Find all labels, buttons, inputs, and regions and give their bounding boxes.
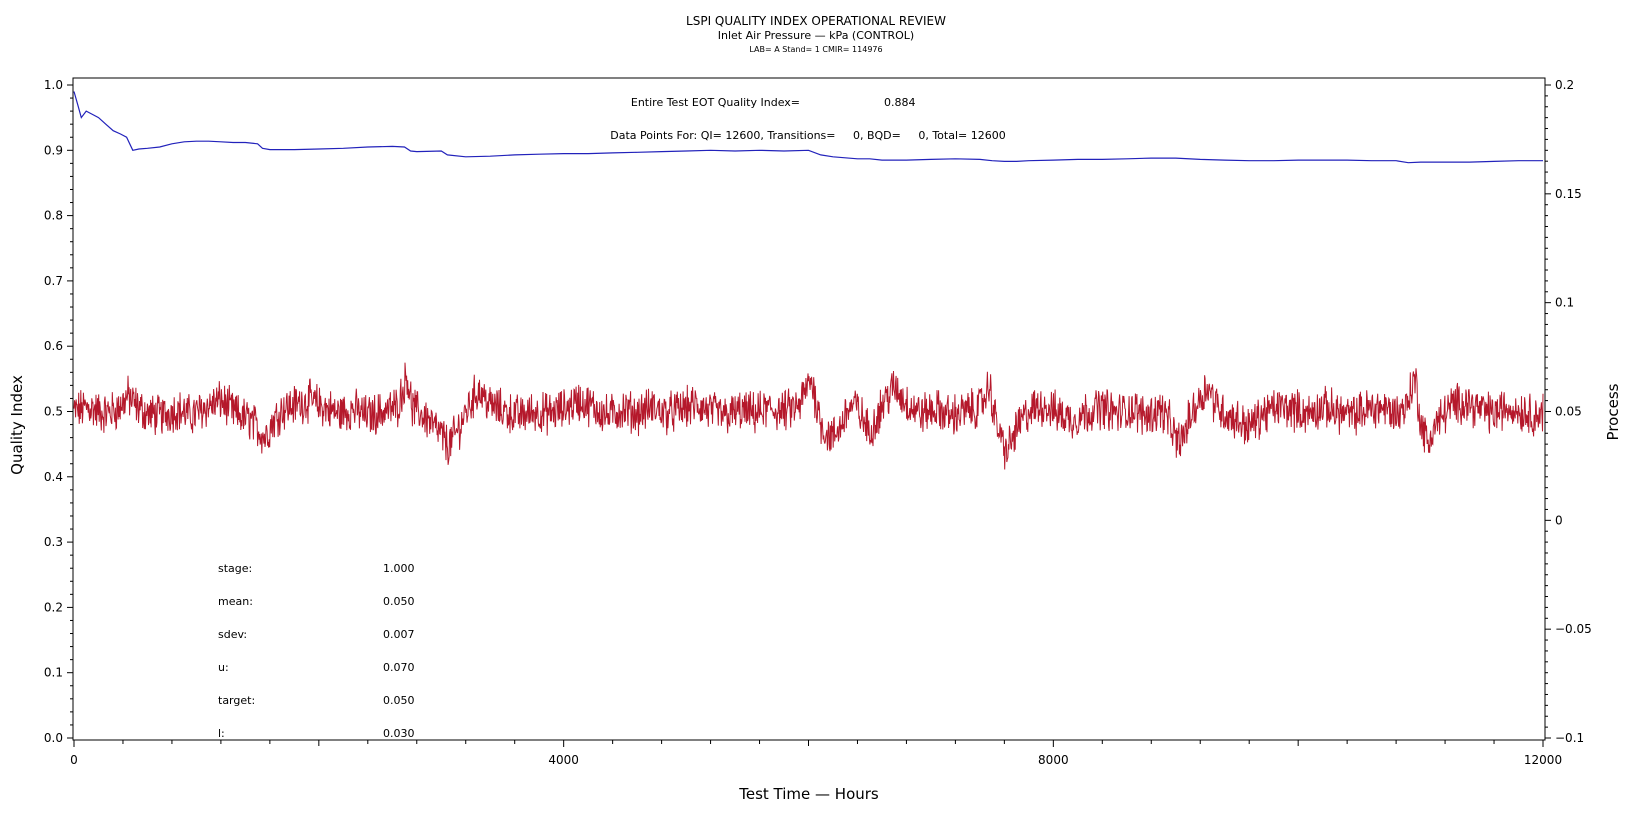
stat-value: 0.050	[383, 595, 415, 608]
x-tick-label: 12000	[1524, 753, 1562, 767]
y2-tick-label: 0.2	[1555, 78, 1574, 92]
stat-label: stage:	[218, 562, 252, 575]
qi-label: Entire Test EOT Quality Index=	[631, 96, 800, 109]
y-tick-label: 1.0	[44, 78, 63, 92]
x-tick-label: 4000	[548, 753, 579, 767]
left-axis: 0.0 0.1 0.2 0.3 0.4 0.5 0.6 0.7 0.8 0.9 1.0	[44, 78, 73, 745]
series-quality-index-line	[73, 91, 1543, 164]
stat-value: 0.007	[383, 628, 415, 641]
qi-value: 0.884	[884, 96, 916, 109]
y-tick-label: 0.6	[44, 339, 63, 353]
stat-value: 0.030	[383, 727, 415, 740]
y2-tick-label: 0.05	[1555, 405, 1582, 419]
y2-tick-label: −0.1	[1555, 731, 1584, 745]
y2-tick-label: 0.15	[1555, 187, 1582, 201]
y-tick-label: 0.0	[44, 731, 63, 745]
chart-info-line: LAB= A Stand= 1 CMIR= 114976	[749, 45, 882, 54]
x-axis-label: Test Time — Hours	[738, 785, 879, 803]
chart-title: LSPI QUALITY INDEX OPERATIONAL REVIEW	[686, 14, 946, 28]
y-tick-label: 0.7	[44, 274, 63, 288]
x-tick-label: 8000	[1038, 753, 1069, 767]
stat-value: 0.050	[383, 694, 415, 707]
stat-label: l:	[218, 727, 225, 740]
qi-annotation: Entire Test EOT Quality Index= 0.884	[631, 96, 916, 109]
y2-tick-label: 0	[1555, 513, 1563, 527]
y-axis-label: Quality Index	[8, 375, 26, 475]
y-tick-label: 0.3	[44, 535, 63, 549]
stat-label: u:	[218, 661, 229, 674]
y2-axis-label: Process	[1604, 383, 1622, 440]
chart-subtitle: Inlet Air Pressure — kPa (CONTROL)	[718, 29, 914, 42]
y-tick-label: 0.8	[44, 209, 63, 223]
y2-tick-label: 0.1	[1555, 296, 1574, 310]
y-tick-label: 0.5	[44, 405, 63, 419]
x-tick-label: 0	[70, 753, 78, 767]
stat-value: 0.070	[383, 661, 415, 674]
right-axis: −0.1 −0.05 0 0.05 0.1 0.15 0.2	[1545, 78, 1592, 745]
stat-label: sdev:	[218, 628, 247, 641]
stats-block: stage: 1.000 mean: 0.050 sdev: 0.007 u: 0.070 ta…	[218, 562, 415, 740]
y-tick-label: 0.4	[44, 470, 63, 484]
y-tick-label: 0.9	[44, 143, 63, 157]
y2-tick-label: −0.05	[1555, 622, 1592, 636]
y-tick-label: 0.1	[44, 666, 63, 680]
x-axis: 0 4000 8000 12000	[70, 740, 1562, 767]
stat-label: target:	[218, 694, 255, 707]
points-annotation: Data Points For: QI= 12600, Transitions=…	[610, 129, 1005, 142]
stat-value: 1.000	[383, 562, 415, 575]
y-tick-label: 0.2	[44, 600, 63, 614]
series-process-line	[73, 362, 1544, 470]
stat-label: mean:	[218, 595, 253, 608]
